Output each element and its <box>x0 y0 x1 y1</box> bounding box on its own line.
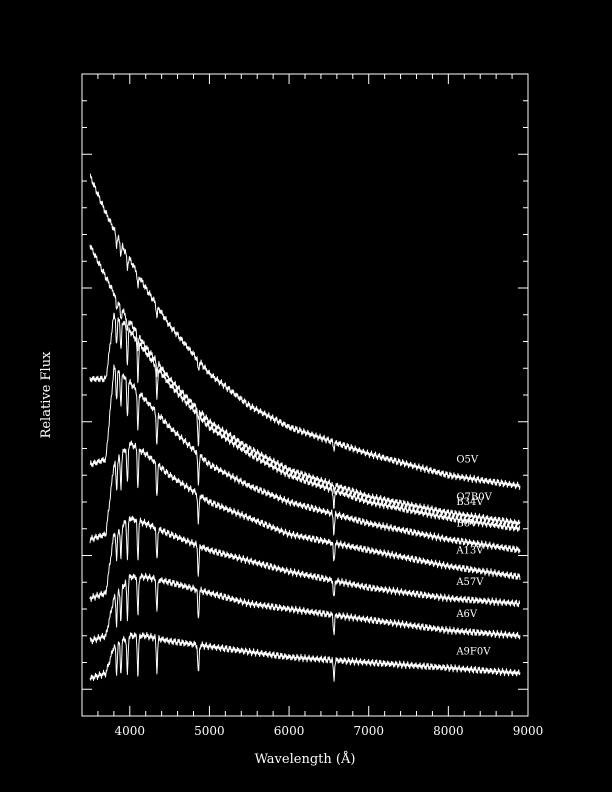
spectrum-line-b6v <box>89 364 521 554</box>
x-tick-label: 9000 <box>513 724 544 738</box>
series-label: B6V <box>456 519 478 530</box>
series-label: A13V <box>455 545 484 556</box>
x-tick-label: 4000 <box>115 724 146 738</box>
spectrum-line-a6v <box>89 572 521 645</box>
series-label: B34V <box>456 497 484 508</box>
y-axis-title: Relative Flux <box>39 351 54 438</box>
x-tick-label: 6000 <box>274 724 305 738</box>
series-label: A9F0V <box>455 646 491 657</box>
axis-ticks <box>82 74 529 716</box>
x-tick-label: 7000 <box>353 724 384 738</box>
x-tick-label: 8000 <box>433 724 464 738</box>
spectrum-line-o5v <box>89 173 521 490</box>
spectrum-line-a13v <box>89 440 521 581</box>
spectrum-line-a9f0v <box>89 632 521 682</box>
spectrum-line-o7b0v <box>89 244 521 527</box>
x-axis-title: Wavelength (Å) <box>255 751 356 767</box>
series-label: A6V <box>455 609 478 620</box>
series-label: O5V <box>456 454 479 465</box>
series-label: O7B0V <box>456 492 492 503</box>
series-label: A57V <box>455 577 484 588</box>
spectra-curves <box>89 173 521 682</box>
spectrum-line-b34v <box>89 312 521 532</box>
spectrum-line-a57v <box>89 515 521 608</box>
x-tick-labels: 4000 5000 6000 7000 8000 9000 <box>115 724 544 738</box>
x-tick-label: 5000 <box>194 724 225 738</box>
